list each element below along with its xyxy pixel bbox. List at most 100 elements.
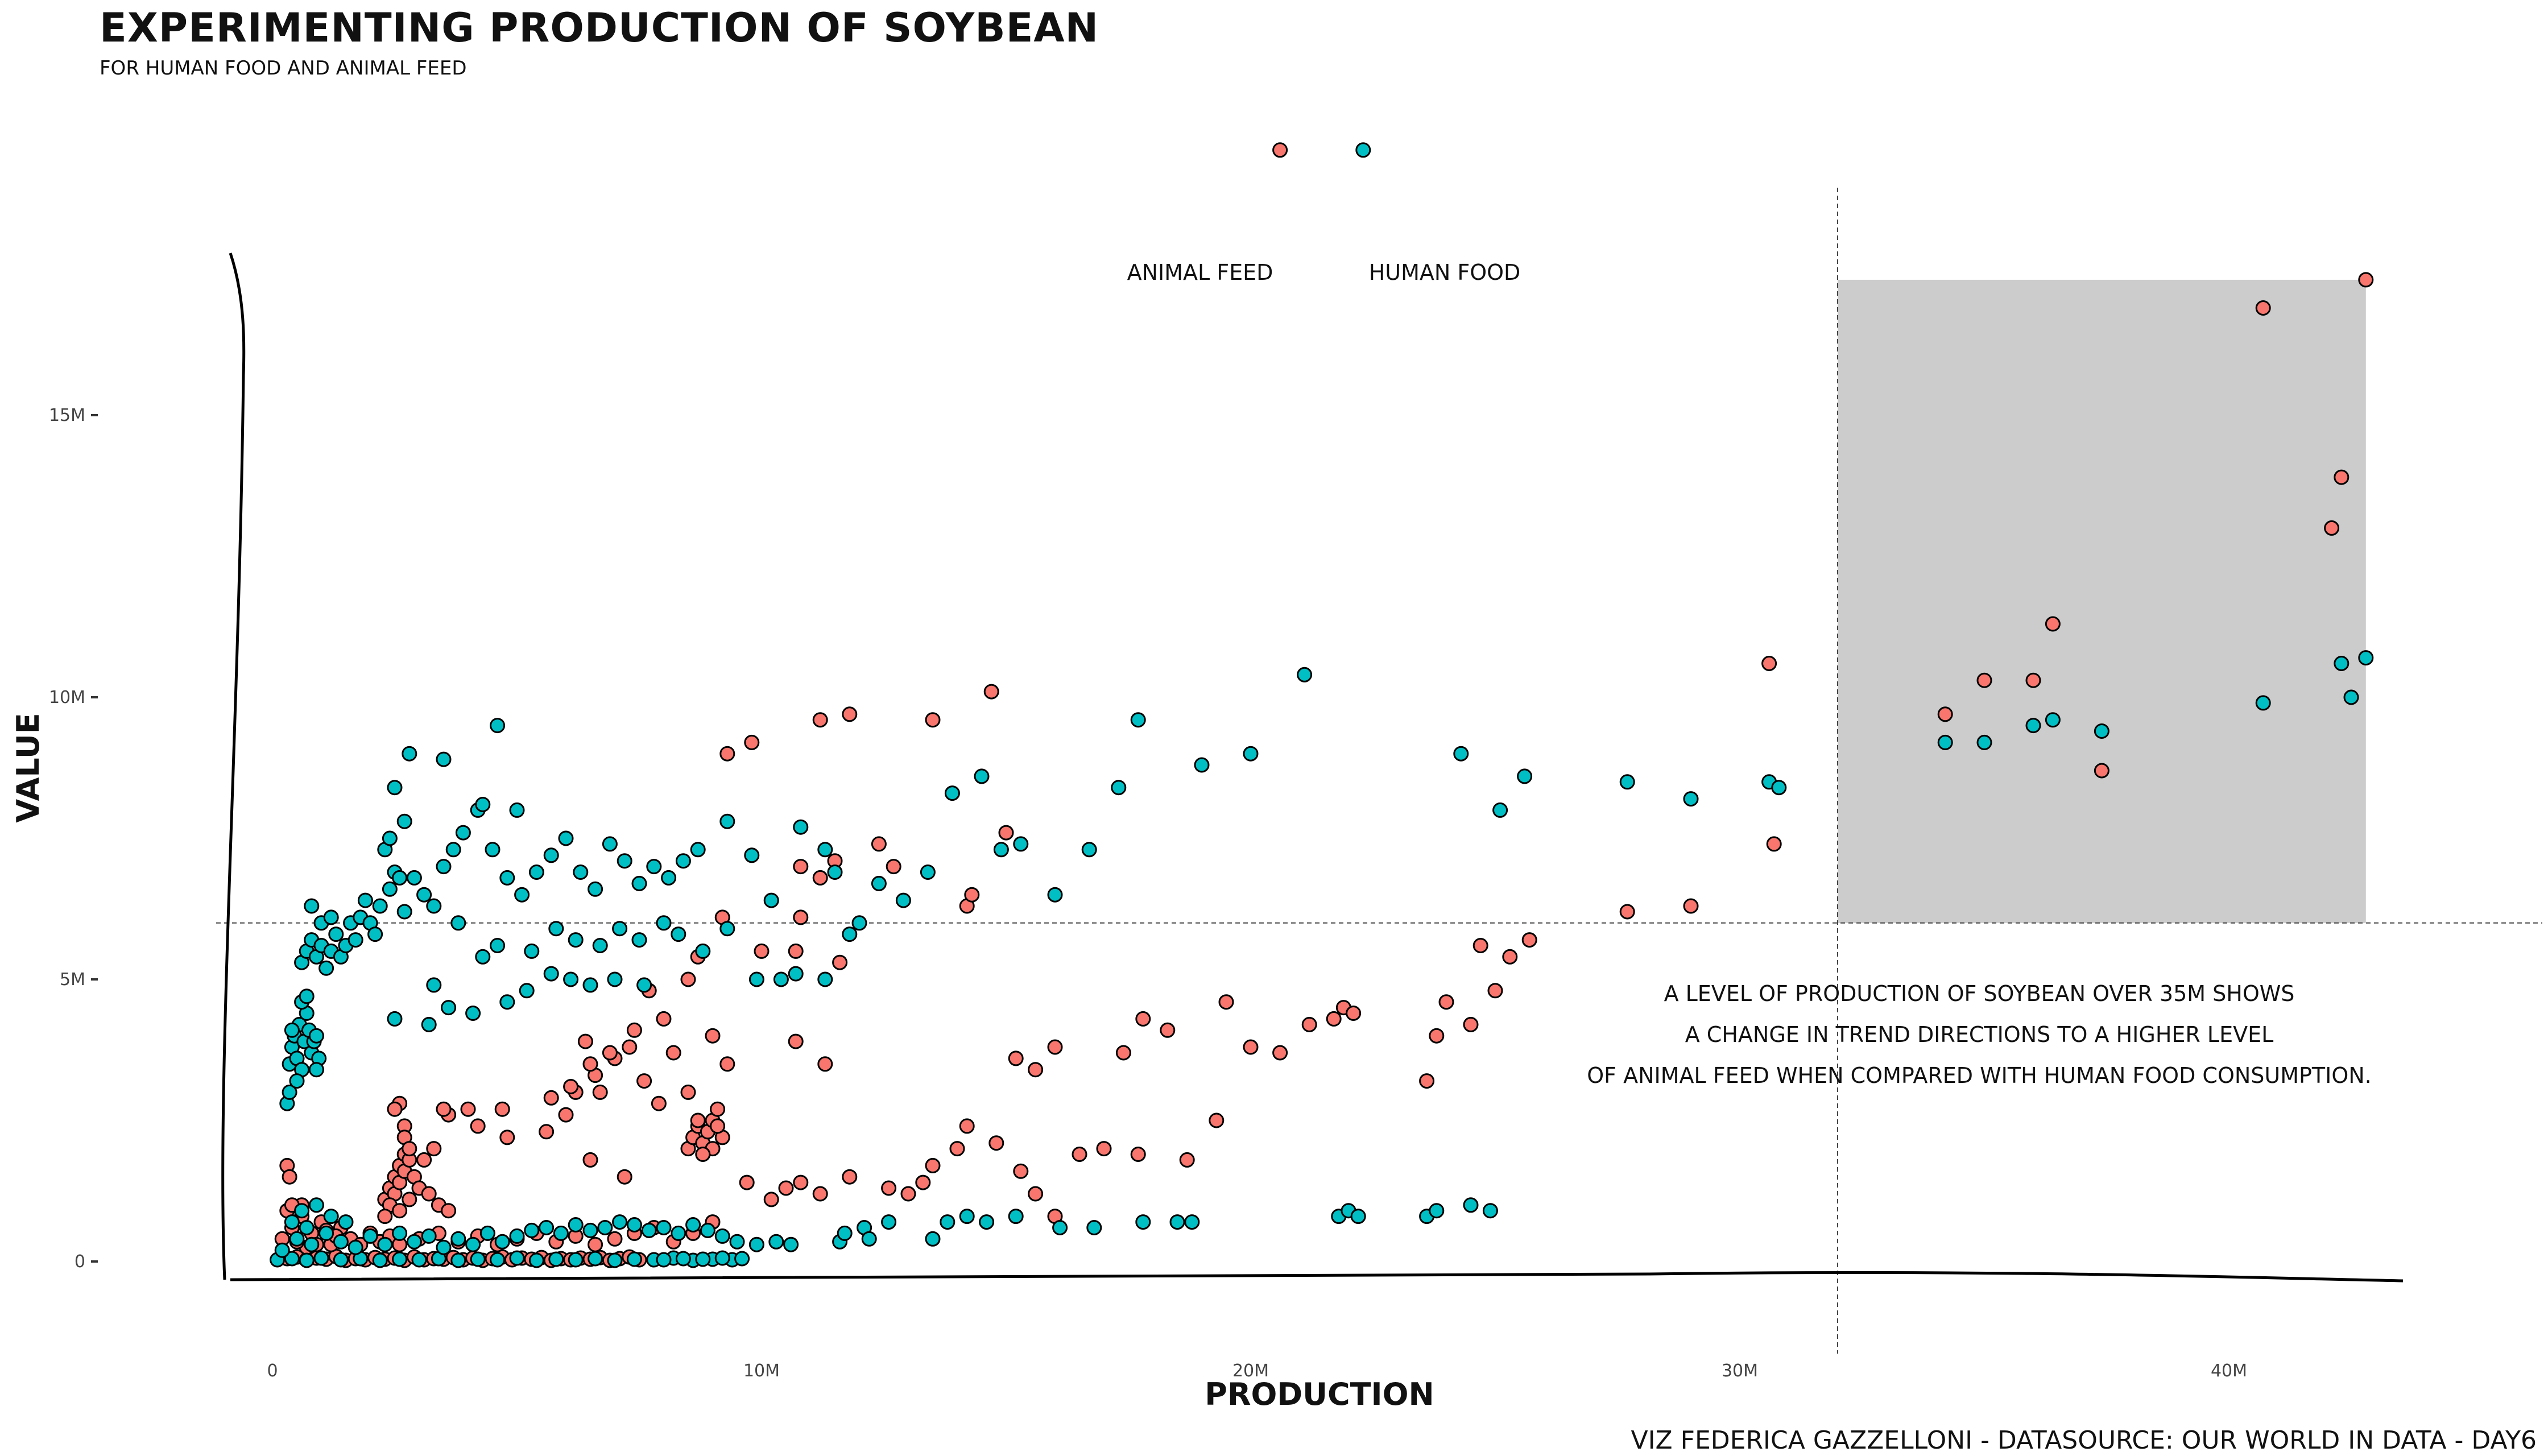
point-human-food [1619,774,1635,790]
point-animal-feed [592,1084,608,1100]
point-animal-feed [832,954,848,970]
point-human-food [2343,689,2359,705]
point-human-food [714,1228,730,1244]
point-human-food [661,870,677,886]
point-human-food [656,1252,672,1268]
point-human-food [837,1225,853,1241]
point-human-food [411,1252,427,1268]
point-human-food [392,870,408,886]
point-human-food [842,926,858,942]
point-animal-feed [1272,1045,1288,1061]
y-tick-label: 0 [75,1252,85,1272]
x-tick-label: 40M [2211,1361,2247,1381]
point-human-food [387,780,403,796]
point-human-food [445,842,461,858]
point-animal-feed [690,1112,706,1128]
point-human-food [490,1252,506,1268]
point-animal-feed [2358,272,2374,288]
point-animal-feed [563,1079,579,1094]
point-human-food [602,836,618,852]
point-animal-feed [1502,949,1518,965]
annotation-line-2: A CHANGE IN TREND DIRECTIONS TO A HIGHER… [1685,1022,2274,1047]
point-human-food [1937,734,1953,750]
point-animal-feed [705,1028,721,1044]
point-animal-feed [539,1124,555,1140]
point-animal-feed [949,1141,965,1157]
point-animal-feed [1487,983,1503,999]
point-human-food [524,943,540,959]
point-human-food [1453,746,1469,762]
x-tick-label: 0 [267,1361,278,1381]
point-human-food [441,1000,457,1016]
point-animal-feed [402,1192,417,1207]
point-human-food [494,1234,510,1250]
point-animal-feed [626,1022,642,1038]
point-animal-feed [719,1056,735,1072]
point-human-food [1135,1214,1151,1230]
point-human-food [548,921,564,937]
point-animal-feed [1619,904,1635,920]
point-human-food [944,785,960,801]
point-human-food [479,1225,495,1241]
point-human-food [793,819,809,835]
point-animal-feed [754,943,770,959]
point-human-food [817,971,833,987]
point-animal-feed [1028,1062,1044,1078]
point-human-food [719,813,735,829]
point-animal-feed [983,684,999,700]
point-human-food [323,1209,339,1225]
point-human-food [768,1234,784,1250]
point-human-food [881,1214,897,1230]
point-animal-feed [988,1135,1004,1151]
point-human-food [450,1252,466,1268]
point-human-food [788,966,804,982]
point-animal-feed [1072,1147,1087,1162]
point-animal-feed [1326,1011,1342,1027]
axes-layer [221,253,2404,1283]
point-human-food [402,746,417,762]
point-animal-feed [744,734,760,750]
point-human-food [1683,791,1699,807]
point-human-food [588,881,603,897]
point-human-food [475,797,491,812]
point-human-food [372,898,388,914]
point-animal-feed [1429,1028,1445,1044]
point-human-food [1130,712,1146,728]
point-human-food [338,1214,354,1230]
point-animal-feed [636,1073,652,1089]
point-human-food [1355,142,1371,158]
x-tick-label: 30M [1722,1361,1758,1381]
point-human-food [592,938,608,953]
point-human-food [827,864,843,880]
point-human-food [328,926,344,942]
point-human-food [284,1251,300,1267]
point-human-food [959,1209,975,1225]
point-human-food [744,847,760,863]
point-human-food [568,1252,584,1268]
point-human-food [553,1225,569,1241]
point-animal-feed [602,1045,618,1061]
point-human-food [695,1251,711,1267]
point-animal-feed [793,1174,809,1190]
point-human-food [499,994,515,1010]
point-human-food [588,1251,603,1267]
point-human-food [1047,887,1063,903]
point-human-food [861,1231,877,1247]
point-animal-feed [2324,520,2340,536]
point-human-food [979,1214,995,1230]
point-animal-feed [577,1033,593,1049]
point-human-food [656,915,672,931]
point-animal-feed [788,1033,804,1049]
point-animal-feed [1438,994,1454,1010]
point-human-food [920,864,936,880]
point-human-food [377,1236,393,1252]
point-human-food [318,960,334,976]
x-axis-line [230,1271,2404,1283]
point-animal-feed [793,859,809,875]
point-human-food [333,1252,349,1268]
point-human-food [671,1225,686,1241]
point-human-food [714,1250,730,1266]
point-human-food [675,853,691,869]
point-human-food [543,847,559,863]
